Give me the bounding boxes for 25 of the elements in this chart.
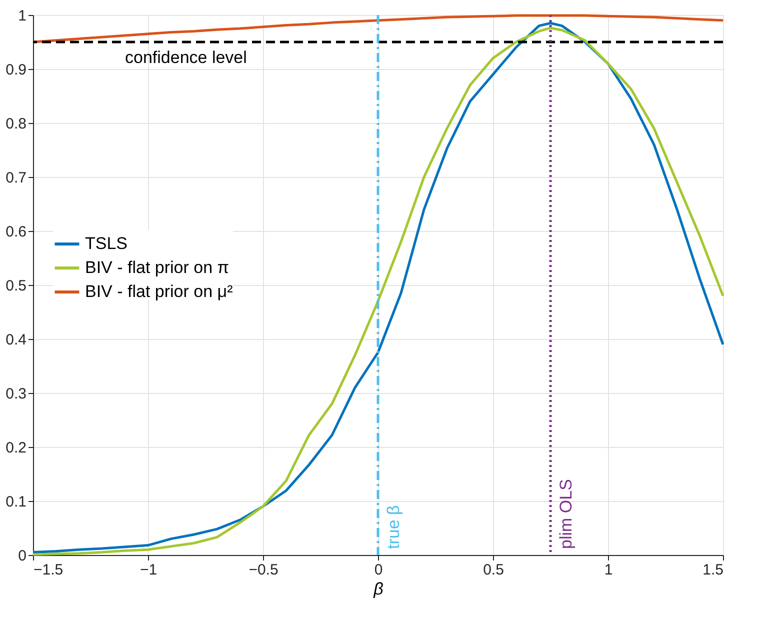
x-tick-label: 0: [374, 562, 383, 578]
x-tick-label: −0.5: [248, 562, 278, 578]
y-tick-label: 0.4: [6, 332, 26, 348]
x-tick-label: 1.5: [702, 562, 724, 578]
y-tick-label: 0.8: [6, 116, 26, 132]
y-tick-label: 0.5: [6, 278, 26, 294]
x-tick-label: −1.5: [34, 562, 64, 578]
y-tick-label: 0.7: [6, 170, 26, 186]
y-tick-label: 0.6: [6, 224, 26, 240]
ref-line-label: plim OLS: [556, 479, 576, 549]
x-tick-label: 0.5: [483, 562, 504, 578]
y-tick-label: 0.3: [6, 386, 26, 402]
x-tick-label: 1: [604, 562, 613, 578]
y-tick-label: 1: [18, 8, 26, 24]
legend-label: TSLS: [85, 234, 128, 253]
x-axis-title: β: [372, 580, 384, 598]
x-tick-label: −1: [140, 562, 158, 578]
y-tick-label: 0.1: [6, 494, 26, 510]
y-tick-label: 0.2: [6, 440, 26, 456]
y-tick-label: 0: [18, 548, 26, 564]
y-tick-label: 0.9: [6, 62, 26, 78]
legend-label: BIV - flat prior on π: [85, 258, 230, 277]
ref-line-label: true β: [384, 504, 403, 549]
ref-line-label: confidence level: [125, 48, 247, 67]
legend-label: BIV - flat prior on μ²: [85, 282, 234, 301]
